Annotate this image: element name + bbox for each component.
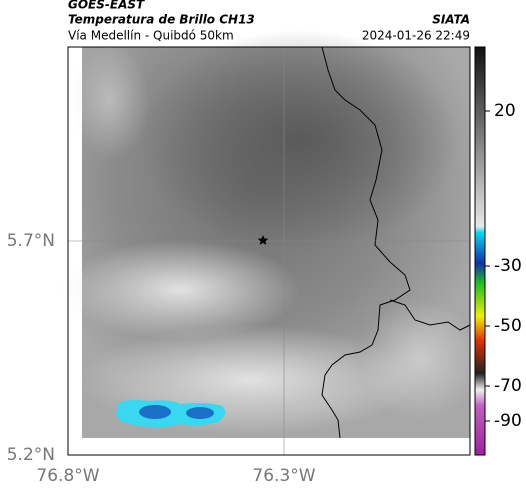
colorbar-tick-label: 20 (494, 101, 516, 121)
colorbar (474, 46, 486, 456)
source: GOES-EAST (68, 0, 145, 12)
title: Temperatura de Brillo CH13 (68, 13, 255, 27)
lat-label: 5.7°N (7, 231, 55, 251)
cold-cloud (116, 400, 226, 428)
boundary (389, 299, 471, 331)
colorbar-tick-label: -50 (494, 316, 522, 336)
lat-label: 5.2°N (7, 445, 55, 465)
satellite-image (60, 30, 480, 438)
map-frame (67, 46, 471, 456)
lon-label: 76.8°W (36, 466, 99, 486)
colorbar-tick-label: -90 (494, 411, 522, 431)
subtitle: Vía Medellín - Quibdó 50km (68, 29, 234, 43)
boundary (321, 46, 411, 439)
location-marker (257, 235, 269, 245)
colorbar-tick-label: -30 (494, 256, 522, 276)
lon-label: 76.3°W (252, 466, 315, 486)
colorbar-tick-label: -70 (494, 376, 522, 396)
datetime: 2024-01-26 22:49 (362, 29, 470, 43)
org: SIATA (432, 13, 470, 27)
